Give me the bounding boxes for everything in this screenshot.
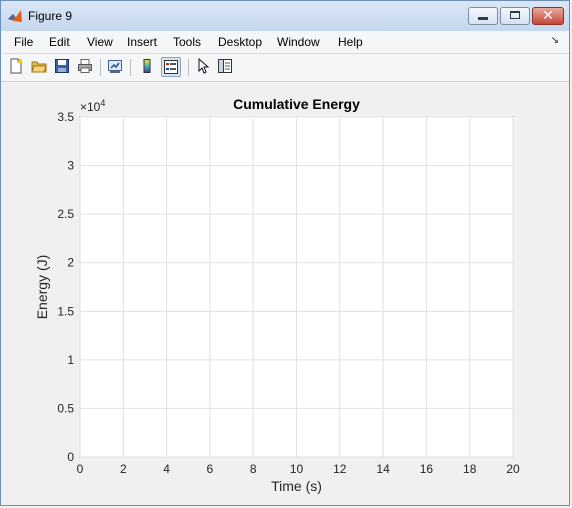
menu-tools[interactable]: Tools <box>173 35 202 49</box>
menu-help[interactable]: Help <box>338 35 363 49</box>
save-button[interactable] <box>53 57 73 77</box>
menu-edit[interactable]: Edit <box>49 35 70 49</box>
insert-colorbar-button[interactable] <box>138 57 158 77</box>
new-figure-button[interactable] <box>7 57 27 77</box>
toolbar-separator <box>130 59 131 76</box>
window-title: Figure 9 <box>28 9 73 23</box>
print-icon <box>78 59 92 73</box>
x-tick-label: 10 <box>290 462 304 476</box>
link-plot-icon <box>108 60 122 73</box>
figure-canvas[interactable]: 0 2 4 6 8 10 12 14 16 18 20 0 0.5 1 1.5 2 2.5 3 3.5 ×104 Cum… <box>6 82 566 502</box>
open-file-icon <box>31 61 47 73</box>
y-tick-label: 1.5 <box>57 304 74 318</box>
x-tick-label: 8 <box>250 462 257 476</box>
insert-legend-icon <box>164 60 178 74</box>
x-tick-label: 14 <box>376 462 390 476</box>
minimize-button[interactable] <box>468 7 498 25</box>
save-icon <box>55 59 69 73</box>
x-tick-label: 20 <box>506 462 520 476</box>
link-plot-button[interactable] <box>106 57 126 77</box>
maximize-button[interactable] <box>500 7 530 25</box>
new-figure-icon <box>10 58 22 74</box>
y-tick-label: 3.5 <box>57 110 74 124</box>
y-tick-label: 2 <box>67 256 74 270</box>
toolbar-separator <box>188 59 189 76</box>
grid <box>79 116 514 458</box>
open-file-button[interactable] <box>30 57 50 77</box>
menu-bar: File Edit View Insert Tools Desktop Wind… <box>1 31 569 54</box>
insert-colorbar-icon <box>143 59 151 73</box>
y-tick-label: 0 <box>67 450 74 464</box>
x-tick-label: 12 <box>333 462 347 476</box>
x-tick-label: 16 <box>420 462 434 476</box>
dock-arrow-icon[interactable]: ↘ <box>550 35 559 46</box>
menu-desktop[interactable]: Desktop <box>218 35 263 49</box>
matlab-logo-icon <box>8 10 22 22</box>
print-button[interactable] <box>76 57 96 77</box>
chart-title: Cumulative Energy <box>233 96 360 112</box>
close-icon: ✕ <box>542 8 554 24</box>
y-axis-label: Energy (J) <box>34 255 50 320</box>
menu-insert[interactable]: Insert <box>127 35 158 49</box>
minimize-icon <box>478 17 488 20</box>
menu-window[interactable]: Window <box>277 35 320 49</box>
y-tick-label: 0.5 <box>57 401 74 415</box>
toolbar <box>1 54 569 82</box>
y-exponent-power: 4 <box>100 98 105 108</box>
x-tick-label: 6 <box>207 462 214 476</box>
y-exponent-label: ×104 <box>80 98 105 114</box>
title-bar[interactable]: Figure 9 ✕ <box>1 1 569 32</box>
x-tick-label: 2 <box>120 462 127 476</box>
edit-plot-button[interactable] <box>194 57 214 77</box>
x-tick-label: 4 <box>163 462 170 476</box>
y-tick-label: 3 <box>67 159 74 173</box>
property-inspector-button[interactable] <box>216 57 236 77</box>
insert-legend-button[interactable] <box>161 57 181 77</box>
close-button[interactable]: ✕ <box>532 7 564 25</box>
edit-plot-icon <box>198 58 210 74</box>
x-tick-label: 0 <box>77 462 84 476</box>
x-tick-label: 18 <box>463 462 477 476</box>
y-tick-label: 1 <box>67 353 74 367</box>
energy-plot[interactable]: 0 2 4 6 8 10 12 14 16 18 20 0 0.5 1 1.5 2 2.5 3 3.5 ×104 Cum… <box>6 82 566 502</box>
toolbar-separator <box>100 59 101 76</box>
property-inspector-icon <box>218 59 232 73</box>
y-tick-label: 2.5 <box>57 207 74 221</box>
x-axis-label: Time (s) <box>271 478 322 494</box>
menu-file[interactable]: File <box>14 35 34 49</box>
menu-view[interactable]: View <box>87 35 113 49</box>
maximize-icon <box>510 11 520 19</box>
